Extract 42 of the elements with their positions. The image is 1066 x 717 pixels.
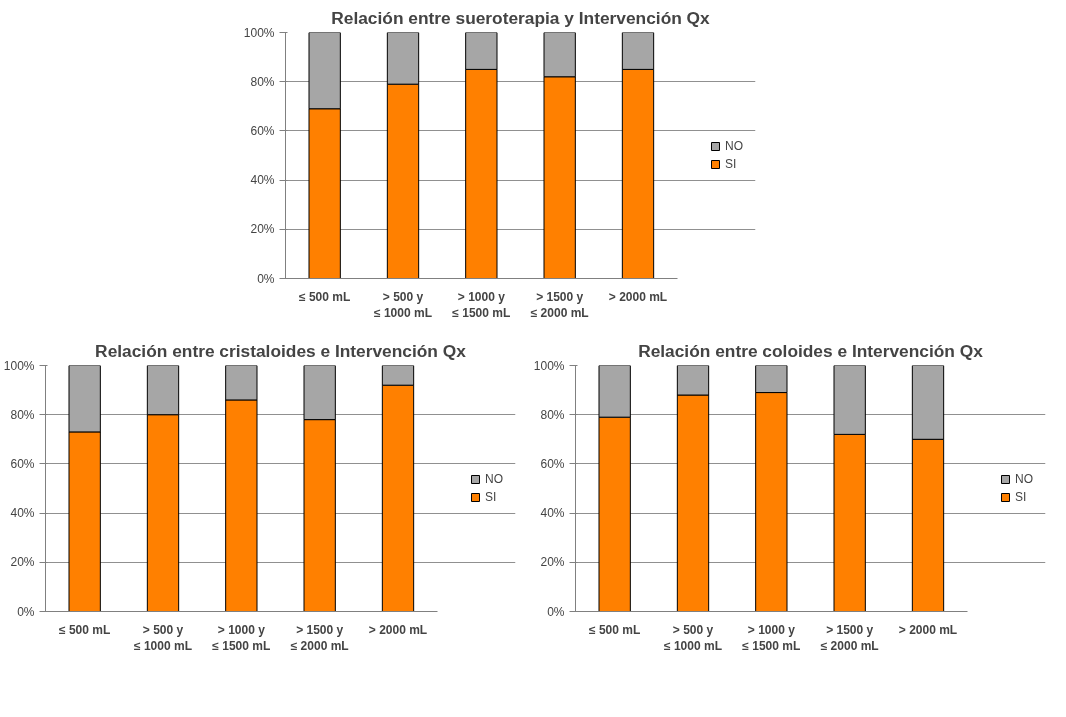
legend-label: SI — [485, 490, 498, 504]
y-tick-label: 100% — [3, 358, 35, 373]
x-tick-label: > 1000 y ≤ 1500 mL — [212, 622, 271, 654]
x-tick-label: > 1000 y ≤ 1500 mL — [742, 622, 801, 654]
legend-label: NO — [1015, 472, 1034, 486]
x-tick-label: > 2000 mL — [898, 622, 958, 637]
x-tick-label: > 500 y ≤ 1000 mL — [664, 622, 722, 654]
y-tick-label: 60% — [250, 123, 275, 138]
x-tick-label: ≤ 500 mL — [299, 289, 351, 304]
y-tick-label: 20% — [10, 555, 35, 570]
y-tick-label: 100% — [533, 358, 565, 373]
legend-label: NO — [725, 139, 744, 153]
chart-title: Relación entre sueroterapia y Intervención Qx — [331, 7, 711, 28]
y-tick-label: 100% — [243, 25, 275, 40]
x-tick-label: > 2000 mL — [608, 289, 668, 304]
x-tick-label: > 1500 y ≤ 2000 mL — [820, 622, 879, 654]
legend-label: NO — [485, 472, 504, 486]
x-tick-label: > 500 y ≤ 1000 mL — [374, 289, 432, 321]
chart-title: Relación entre coloides e Intervención Qx — [638, 340, 984, 361]
y-tick-label: 80% — [250, 74, 275, 89]
x-tick-label: > 1000 y ≤ 1500 mL — [452, 289, 511, 321]
y-tick-label: 60% — [540, 456, 565, 471]
y-tick-label: 20% — [250, 222, 275, 237]
x-tick-label: > 500 y ≤ 1000 mL — [134, 622, 192, 654]
x-tick-label: ≤ 500 mL — [59, 622, 111, 637]
legend-label: SI — [1015, 490, 1028, 504]
x-tick-label: > 2000 mL — [368, 622, 428, 637]
y-tick-label: 40% — [540, 506, 565, 521]
x-tick-label: > 1500 y ≤ 2000 mL — [530, 289, 589, 321]
y-tick-label: 20% — [540, 555, 565, 570]
y-tick-label: 0% — [257, 271, 275, 286]
chart-title: Relación entre cristaloides e Intervención Qx — [95, 340, 467, 361]
y-tick-label: 40% — [250, 173, 275, 188]
y-tick-label: 0% — [547, 604, 565, 619]
y-tick-label: 80% — [10, 407, 35, 422]
x-tick-label: > 1500 y ≤ 2000 mL — [290, 622, 349, 654]
x-tick-label: ≤ 500 mL — [589, 622, 641, 637]
y-tick-label: 80% — [540, 407, 565, 422]
y-tick-label: 0% — [17, 604, 35, 619]
y-tick-label: 40% — [10, 506, 35, 521]
y-tick-label: 60% — [10, 456, 35, 471]
legend-label: SI — [725, 157, 738, 171]
